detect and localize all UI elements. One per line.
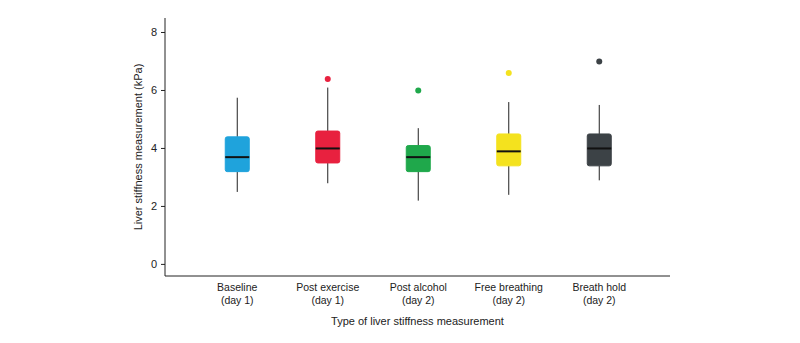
chart-svg: 02468Baseline(day 1)Post exercise(day 1)…: [0, 0, 800, 343]
median-line: [406, 156, 430, 158]
y-tick-label: 4: [151, 142, 157, 154]
x-tick-label-line: (day 1): [221, 294, 254, 306]
x-axis-line: [165, 276, 670, 277]
y-tick: [161, 32, 165, 33]
box: [497, 134, 521, 166]
median-line: [225, 156, 249, 158]
upper-whisker: [508, 102, 509, 134]
y-tick-label: 0: [151, 258, 157, 270]
y-tick-label: 8: [151, 26, 157, 38]
x-tick-label-line: (day 2): [492, 294, 525, 306]
lower-whisker: [599, 166, 600, 180]
x-tick-label-line: (day 1): [311, 294, 344, 306]
y-tick: [161, 264, 165, 265]
upper-whisker: [237, 98, 238, 137]
x-tick-label-line: (day 2): [583, 294, 616, 306]
y-tick-label: 2: [151, 200, 157, 212]
x-tick-label-line: Post alcohol: [390, 281, 447, 293]
x-tick-label: Breath hold(day 2): [572, 281, 626, 306]
y-tick: [161, 148, 165, 149]
lower-whisker: [327, 163, 328, 183]
box: [406, 146, 430, 172]
x-tick-label-line: Baseline: [217, 281, 257, 293]
x-tick-label: Post exercise(day 1): [296, 281, 359, 306]
median-line: [497, 150, 521, 152]
x-tick-label-line: Free breathing: [475, 281, 543, 293]
median-line: [316, 147, 340, 149]
x-tick-label-line: (day 2): [402, 294, 435, 306]
box: [587, 134, 611, 166]
x-tick-label: Post alcohol(day 2): [390, 281, 447, 306]
y-axis-title: Liver stiffness measurement (kPa): [132, 64, 144, 231]
plot-marks: [225, 58, 611, 200]
upper-whisker: [418, 128, 419, 145]
upper-whisker: [327, 88, 328, 131]
lower-whisker: [237, 172, 238, 192]
outlier: [596, 58, 602, 64]
outlier: [506, 70, 512, 76]
lower-whisker: [418, 172, 419, 201]
x-tick-label-line: Post exercise: [296, 281, 359, 293]
box: [225, 137, 249, 172]
median-line: [587, 147, 611, 149]
y-tick-label: 6: [151, 84, 157, 96]
outlier: [415, 87, 421, 93]
lower-whisker: [508, 166, 509, 195]
chart-container: 02468Baseline(day 1)Post exercise(day 1)…: [0, 0, 800, 343]
x-axis-title: Type of liver stiffness measurement: [331, 315, 504, 327]
y-tick: [161, 90, 165, 91]
x-tick-label: Free breathing(day 2): [475, 281, 543, 306]
y-axis-line: [165, 18, 166, 276]
x-tick-label: Baseline(day 1): [217, 281, 257, 306]
y-tick: [161, 206, 165, 207]
outlier: [325, 76, 331, 82]
upper-whisker: [599, 105, 600, 134]
x-tick-label-line: Breath hold: [572, 281, 626, 293]
box: [316, 131, 340, 163]
